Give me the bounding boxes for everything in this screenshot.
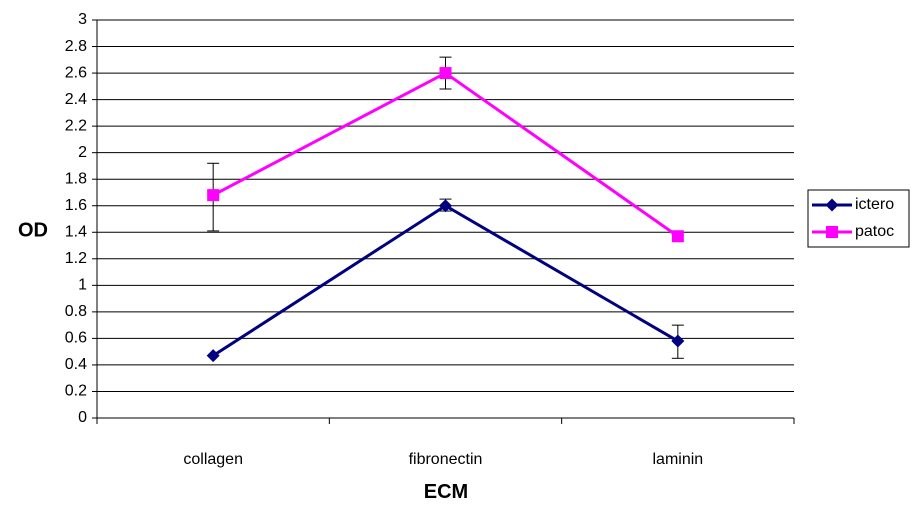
y-tick-label: 2.8: [65, 38, 87, 55]
data-point: [671, 230, 684, 243]
axes: [92, 19, 795, 424]
data-point: [671, 334, 685, 348]
data-point: [207, 189, 220, 202]
y-tick-label: 1: [78, 277, 87, 294]
x-tick-label: fibronectin: [409, 451, 483, 468]
y-tick-label: 2.2: [65, 117, 87, 134]
y-tick-label: 0: [78, 409, 87, 426]
y-tick-labels: 0 0.2 0.4 0.6 0.8 1 1.2 1.4 1.6 1.8 2 2.2 2.4 2.6 2.8 3: [65, 11, 87, 426]
series-line: [212, 203, 679, 357]
legend-item-patoc: patoc: [812, 223, 894, 240]
y-tick-label: 0.8: [65, 303, 87, 320]
y-tick-label: 1.2: [65, 250, 87, 267]
y-tick-label: 0.4: [65, 356, 87, 373]
y-axis-title: OD: [18, 219, 48, 241]
legend-label: patoc: [855, 223, 894, 240]
y-tick-label: 1.4: [65, 223, 87, 240]
y-tick-label: 0.2: [65, 383, 87, 400]
x-tick-label: laminin: [652, 451, 703, 468]
data-point: [206, 349, 220, 363]
x-tick-label: collagen: [183, 451, 243, 468]
legend: ictero patoc: [807, 189, 910, 248]
x-axis-title: ECM: [424, 481, 468, 503]
y-tick-label: 2.4: [65, 91, 87, 108]
y-tick-label: 1.6: [65, 197, 87, 214]
y-tick-label: 0.6: [65, 330, 87, 347]
data-point: [439, 67, 452, 80]
y-tick-label: 2: [78, 144, 87, 161]
legend-item-ictero: ictero: [812, 196, 894, 213]
legend-label: ictero: [855, 196, 894, 213]
legend-box: [807, 189, 910, 248]
series-patoc: [207, 56, 684, 243]
x-tick-labels: collagen fibronectin laminin: [183, 451, 703, 468]
legend-marker: [825, 198, 839, 212]
series: [206, 56, 685, 363]
y-tick-label: 3: [78, 11, 87, 28]
legend-marker: [826, 226, 838, 238]
series-ictero: [206, 198, 685, 363]
y-tick-label: 2.6: [65, 64, 87, 81]
y-tick-label: 1.8: [65, 170, 87, 187]
data-point: [439, 199, 452, 213]
